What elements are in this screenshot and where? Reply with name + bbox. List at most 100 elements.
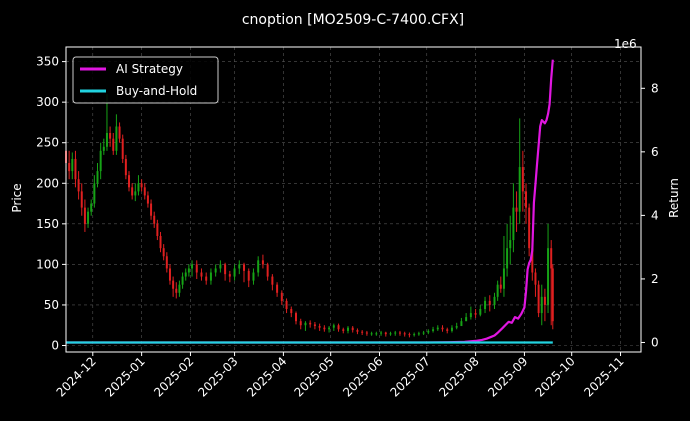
price-candle-body: [121, 138, 124, 159]
price-candle-body: [455, 326, 458, 328]
price-candle-body: [150, 203, 153, 216]
price-candle-body: [290, 309, 293, 314]
price-candle-body: [131, 187, 134, 196]
price-candle-body: [506, 248, 509, 269]
plot-frame: [65, 46, 642, 353]
price-candle-body: [509, 240, 512, 249]
legend-label-ai-strategy: AI Strategy: [116, 62, 183, 76]
price-candle-body: [346, 327, 349, 331]
price-candle-body: [181, 276, 184, 285]
price-candle-body: [175, 288, 178, 293]
series-layer: [66, 59, 554, 344]
price-candle-body: [159, 236, 162, 249]
price-candle-body: [200, 272, 203, 277]
price-candle-body: [102, 146, 105, 151]
price-candle-body: [224, 264, 227, 275]
y2-tick-label: 6: [651, 145, 659, 159]
y-tick-label: 200: [36, 176, 59, 190]
price-candle-body: [68, 162, 71, 172]
price-candle-body: [112, 138, 115, 151]
price-candle-body: [365, 332, 368, 334]
price-candle-body: [184, 272, 187, 277]
price-candle-body: [87, 211, 90, 224]
price-candle-body: [408, 334, 411, 336]
price-candle-body: [90, 203, 93, 212]
price-candle-body: [140, 183, 143, 188]
price-candle-body: [499, 284, 502, 289]
price-candle-body: [304, 322, 307, 326]
price-candle-body: [191, 264, 194, 269]
price-candle-body: [124, 158, 127, 176]
price-candle-body: [337, 325, 340, 330]
price-candle-body: [214, 268, 217, 273]
price-candle-body: [427, 330, 430, 333]
price-candle-body: [375, 333, 378, 335]
y2-axis-label: Return: [667, 178, 681, 218]
price-candle-body: [543, 296, 546, 305]
price-candle-body: [172, 280, 175, 289]
price-candle-body: [318, 326, 321, 328]
price-candle-body: [403, 333, 406, 335]
y-axis-label: Price: [10, 183, 24, 212]
price-candle-body: [74, 158, 77, 180]
price-candle-body: [356, 330, 359, 332]
price-candle-body: [247, 270, 250, 281]
price-candle-body: [96, 171, 99, 184]
price-candle-body: [105, 132, 108, 147]
price-candle-body: [351, 327, 354, 331]
price-candle-body: [370, 333, 373, 335]
price-candle-body: [484, 300, 487, 310]
price-candle-body: [238, 264, 241, 269]
price-candle-body: [432, 329, 435, 331]
price-candle-body: [465, 317, 468, 322]
price-candle-body: [228, 274, 231, 277]
y-tick-label: 250: [36, 136, 59, 150]
price-candle-body: [380, 332, 383, 334]
y-tick-label: 150: [36, 217, 59, 231]
price-candle-body: [285, 300, 288, 310]
price-candle-body: [441, 327, 444, 330]
price-candle-body: [195, 264, 198, 273]
price-candle-body: [540, 296, 543, 314]
y-tick-label: 100: [36, 257, 59, 271]
price-candle-body: [450, 327, 453, 331]
price-candle-body: [515, 207, 518, 212]
price-candle-body: [332, 325, 335, 328]
price-candle-body: [146, 195, 149, 204]
price-candle-body: [521, 167, 524, 192]
price-candle-body: [422, 332, 425, 334]
price-candle-body: [547, 248, 550, 305]
price-candle-body: [534, 272, 537, 285]
price-candle-body: [417, 333, 420, 335]
price-candle-body: [99, 150, 102, 172]
price-candle-body: [205, 276, 208, 281]
price-candle-body: [162, 248, 165, 257]
price-candle-body: [313, 324, 316, 327]
y-tick-label: 350: [36, 55, 59, 69]
price-candle-body: [280, 292, 283, 301]
price-candle-body: [398, 332, 401, 334]
price-candle-body: [261, 260, 264, 265]
price-candle-body: [493, 296, 496, 305]
price-candle-body: [525, 191, 527, 208]
price-candle-body: [528, 207, 531, 249]
price-candle-body: [134, 191, 137, 196]
y2-tick-label: 8: [651, 81, 659, 95]
price-candle-body: [496, 284, 499, 297]
price-candle-body: [233, 268, 236, 277]
price-candle-body: [512, 207, 515, 241]
price-candle-body: [537, 284, 540, 314]
price-candle-body: [83, 207, 86, 224]
series-line-ai-strategy: [66, 59, 554, 344]
price-candle-body: [93, 183, 96, 204]
price-candle-body: [436, 327, 439, 330]
legend: AI Strategy Buy-and-Hold: [72, 56, 219, 104]
chart-title: cnoption [MO2509-C-7400.CFX]: [242, 12, 464, 28]
price-candle-body: [361, 331, 364, 333]
price-candle-body: [446, 329, 449, 331]
candles-layer: [65, 94, 554, 338]
y-tick-label: 300: [36, 95, 59, 109]
price-candle-body: [469, 313, 472, 318]
y2-tick-label: 4: [651, 208, 659, 222]
